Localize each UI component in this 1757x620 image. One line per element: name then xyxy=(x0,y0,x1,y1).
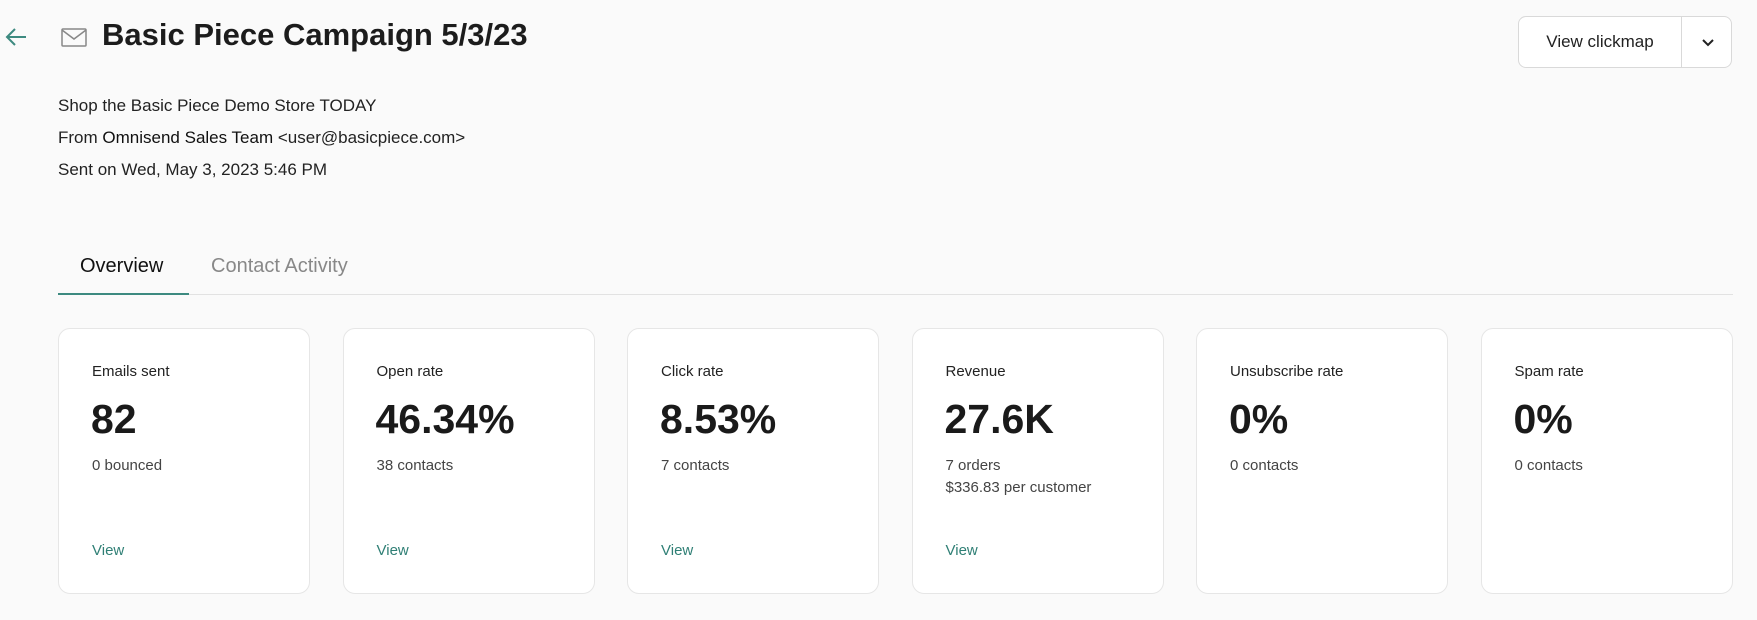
metric-value: 27.6K xyxy=(944,396,1054,442)
metric-label: Emails sent xyxy=(92,363,170,380)
view-link[interactable]: View xyxy=(661,542,694,559)
metric-card: Emails sent 82 0 bounced View xyxy=(58,328,310,594)
metric-detail: $336.83 per customer xyxy=(945,479,1092,496)
metric-detail: 0 bounced xyxy=(92,457,163,474)
view-link[interactable]: View xyxy=(92,542,125,559)
metric-label: Click rate xyxy=(661,363,724,380)
metric-card: Unsubscribe rate 0% 0 contacts xyxy=(1196,328,1448,594)
metric-detail: 0 contacts xyxy=(1230,457,1299,474)
back-arrow[interactable] xyxy=(4,26,28,48)
metric-label: Spam rate xyxy=(1514,363,1584,380)
from-name: Omnisend Sales Team xyxy=(102,128,274,147)
tab[interactable]: Contact Activity xyxy=(211,255,348,277)
button-label[interactable]: View clickmap xyxy=(1546,32,1654,51)
view-link[interactable]: View xyxy=(376,542,409,559)
metric-value: 8.53% xyxy=(660,396,777,442)
metric-detail: 7 contacts xyxy=(661,457,730,474)
metric-detail: 7 orders xyxy=(945,457,1001,474)
email-sent: Sent on Wed, May 3, 2023 5:46 PM xyxy=(58,160,328,179)
metric-value: 0% xyxy=(1229,396,1289,442)
tab-divider xyxy=(58,294,1733,295)
mail-icon xyxy=(61,28,87,47)
metric-detail: 0 contacts xyxy=(1514,457,1583,474)
metric-card: Revenue 27.6K 7 orders $336.83 per customer… xyxy=(911,328,1164,594)
dropdown-toggle[interactable] xyxy=(1701,37,1715,49)
metric-value: 46.34% xyxy=(375,396,515,442)
metric-value: 82 xyxy=(91,396,137,442)
metric-card: Spam rate 0% 0 contacts xyxy=(1480,328,1733,594)
metric-label: Open rate xyxy=(376,363,444,380)
view-clickmap-button[interactable]: View clickmap xyxy=(1518,16,1732,68)
email-from: From Omnisend Sales Team <user@basicpiec… xyxy=(58,128,465,148)
metric-value: 0% xyxy=(1513,396,1573,442)
tab-indicator xyxy=(58,293,189,295)
from-prefix: From xyxy=(58,128,98,147)
metric-label: Unsubscribe rate xyxy=(1230,363,1344,380)
tab[interactable]: Overview xyxy=(80,255,164,277)
metric-label: Revenue xyxy=(945,363,1006,380)
view-link[interactable]: View xyxy=(945,542,978,559)
from-address: <user@basicpiece.com> xyxy=(277,128,466,147)
separator xyxy=(1681,17,1682,67)
email-subject: Shop the Basic Piece Demo Store TODAY xyxy=(58,96,377,115)
metric-card: Click rate 8.53% 7 contacts View xyxy=(627,328,879,594)
campaign-title: Basic Piece Campaign 5/3/23 xyxy=(102,17,528,52)
metric-detail: 38 contacts xyxy=(376,457,454,474)
metric-card: Open rate 46.34% 38 contacts View xyxy=(342,328,595,594)
